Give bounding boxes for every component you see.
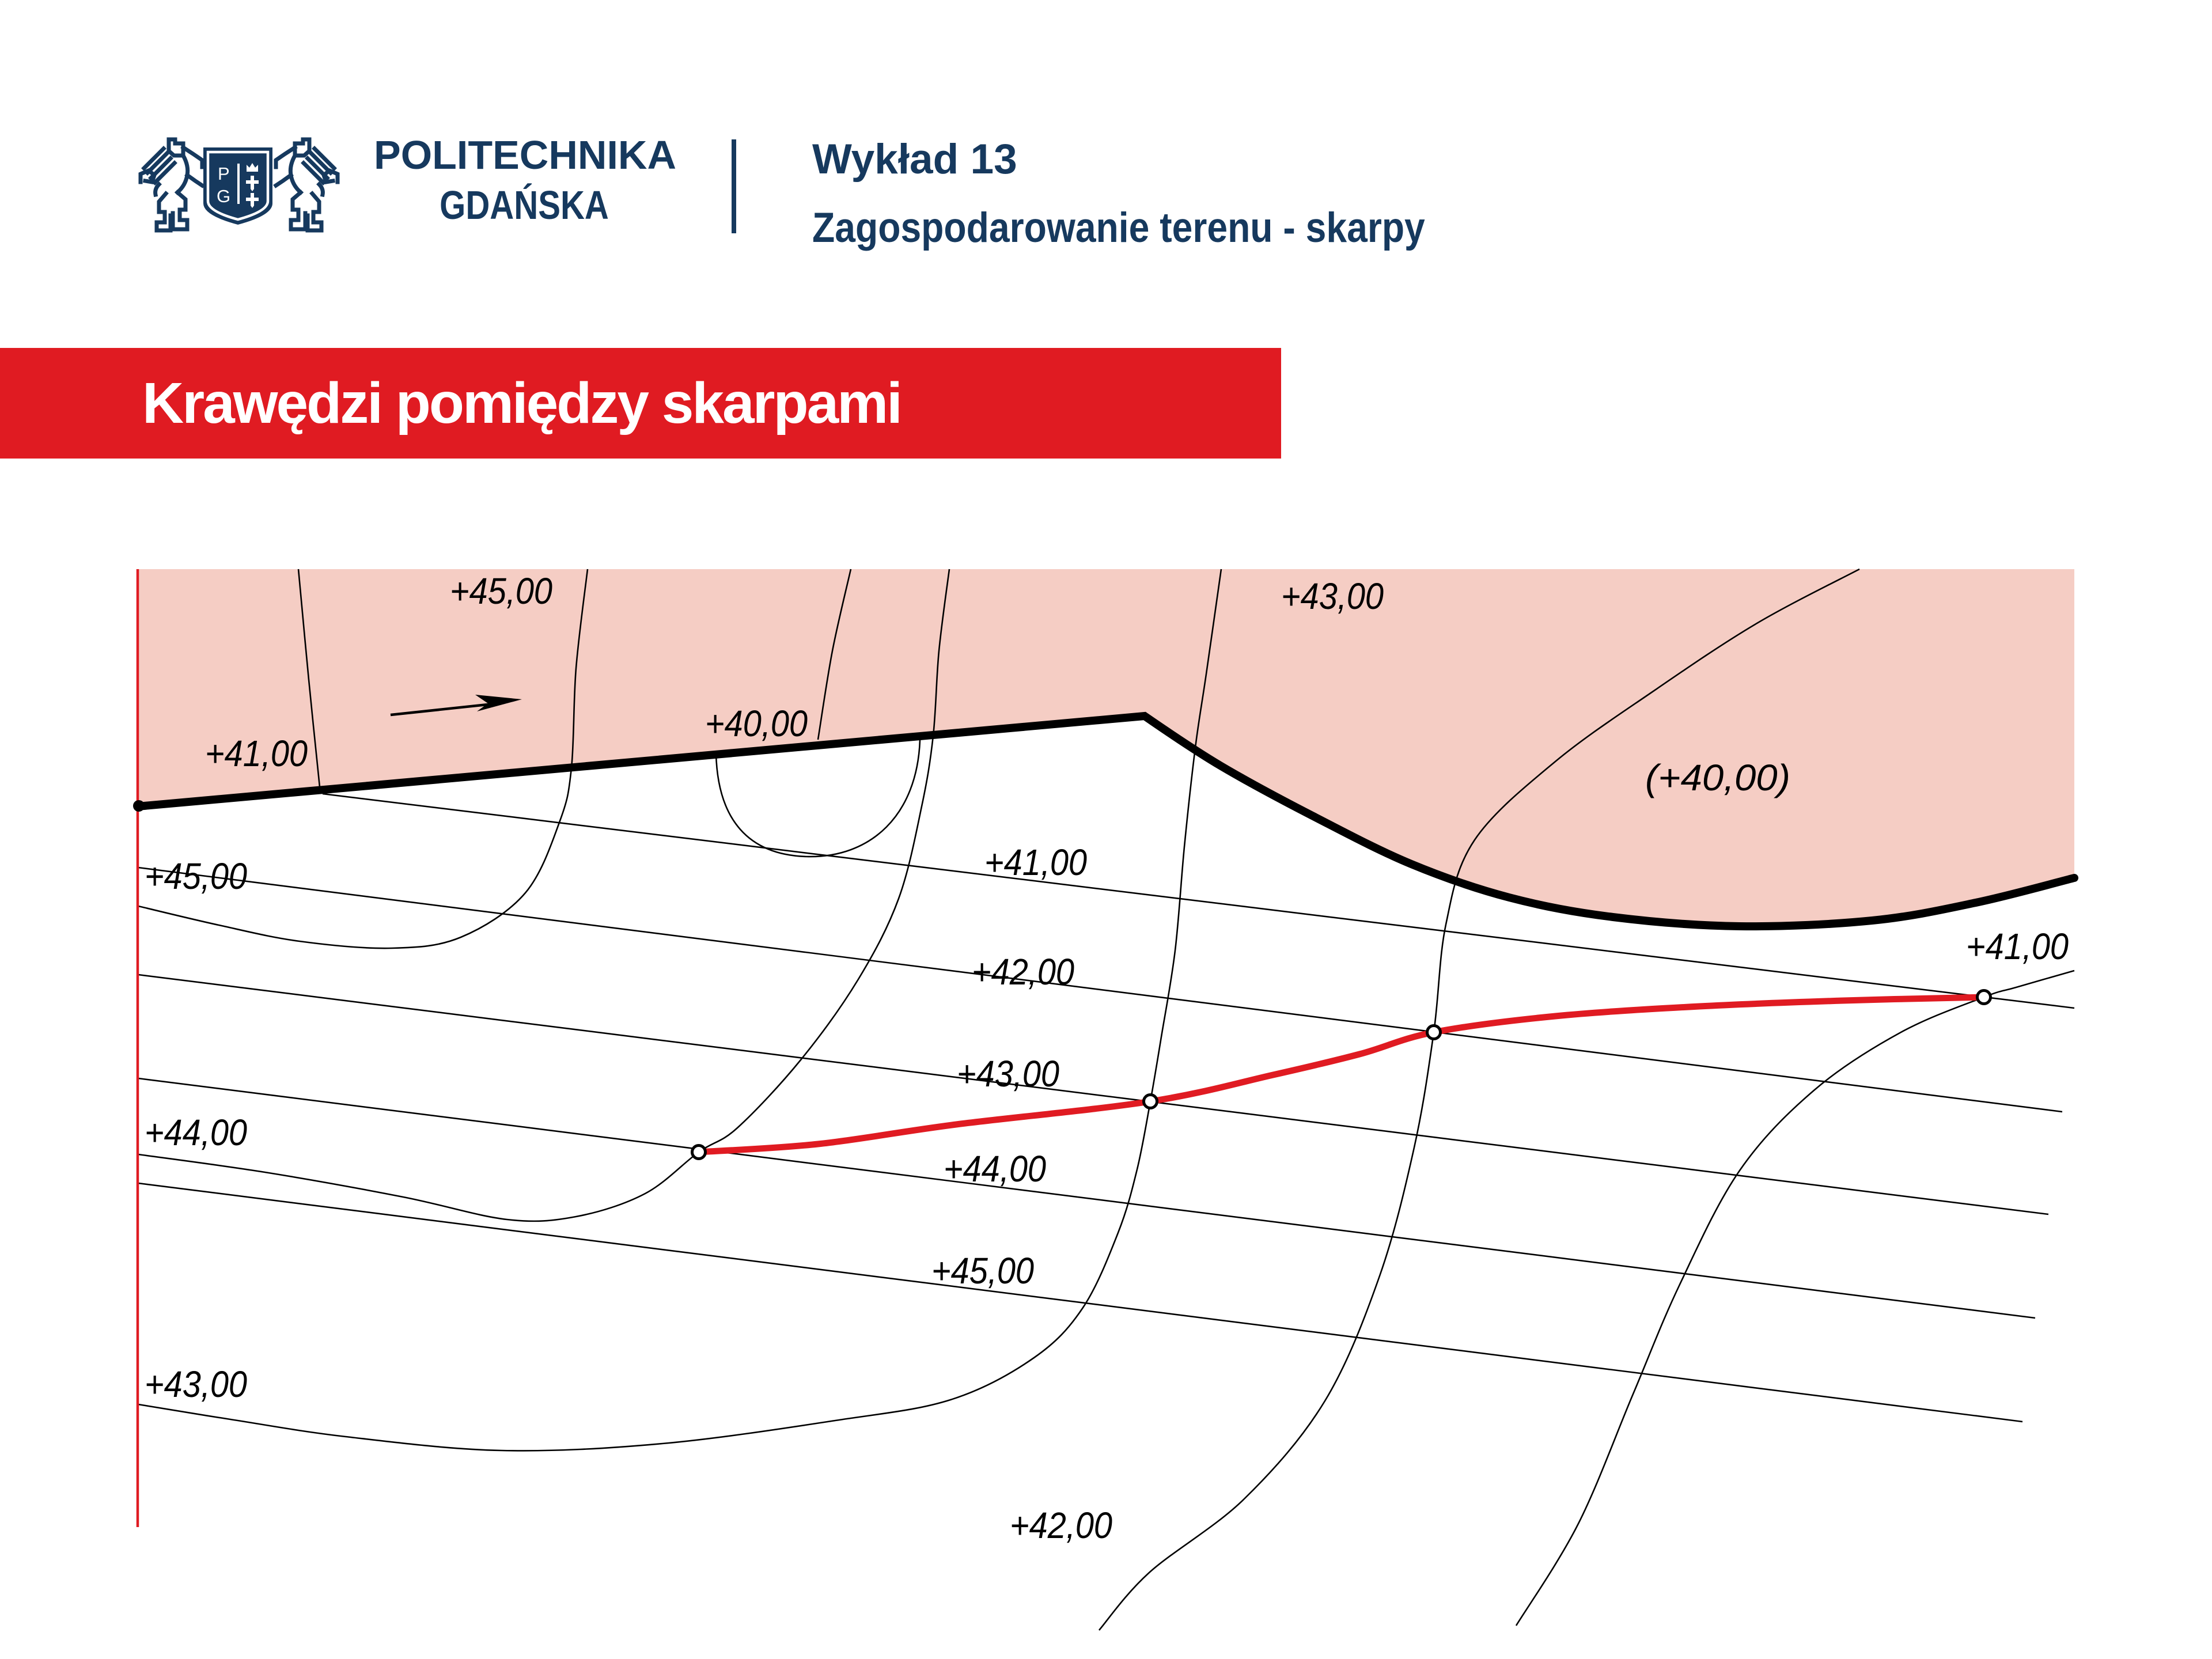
svg-text:+43,00: +43,00 <box>1281 575 1384 617</box>
svg-text:+42,00: +42,00 <box>1010 1505 1112 1546</box>
svg-text:+43,00: +43,00 <box>145 1363 247 1405</box>
svg-text:+43,00: +43,00 <box>957 1053 1059 1094</box>
svg-text:+40,00: +40,00 <box>705 703 808 744</box>
svg-text:P: P <box>218 164 230 184</box>
svg-text:+45,00: +45,00 <box>450 570 552 612</box>
svg-text:+41,00: +41,00 <box>984 842 1087 883</box>
svg-text:+45,00: +45,00 <box>145 855 247 897</box>
svg-text:+42,00: +42,00 <box>972 951 1074 993</box>
svg-text:G: G <box>217 186 230 206</box>
svg-text:+41,00: +41,00 <box>205 733 308 774</box>
svg-text:+44,00: +44,00 <box>145 1112 247 1153</box>
svg-text:(+40,00): (+40,00) <box>1645 757 1790 798</box>
svg-text:+45,00: +45,00 <box>931 1250 1034 1291</box>
svg-text:+44,00: +44,00 <box>944 1148 1046 1190</box>
svg-text:+41,00: +41,00 <box>1966 926 2069 967</box>
